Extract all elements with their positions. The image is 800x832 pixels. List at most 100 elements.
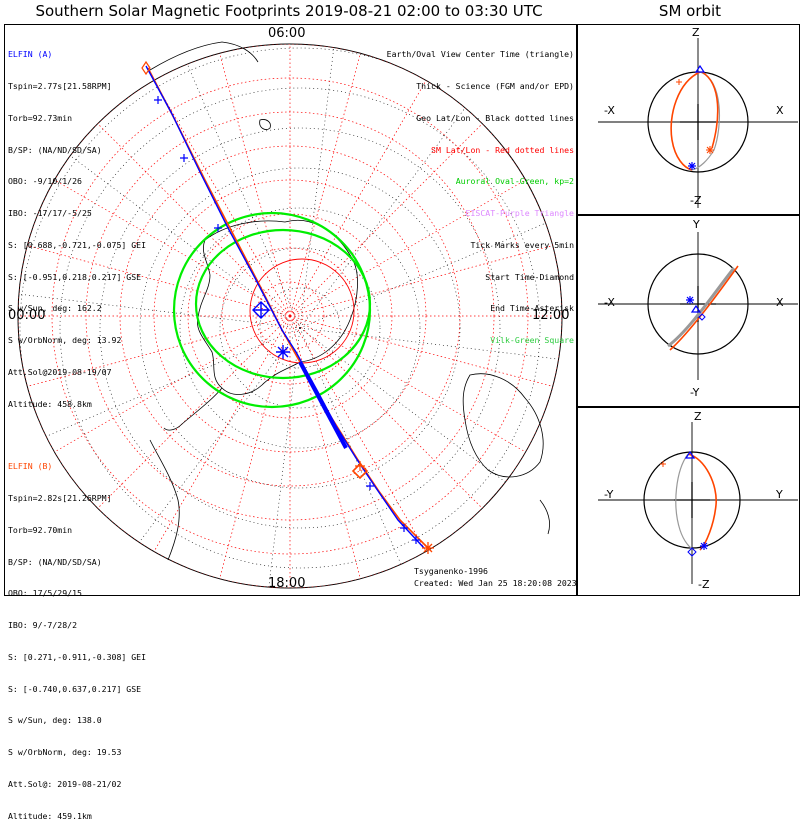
elfin-a-line: S: [0.688,-0.721,-0.075] GEI (8, 239, 147, 250)
panel3-up-label: Z (694, 410, 702, 423)
grid-circle (179, 207, 421, 449)
elfin-orbit-gray (667, 267, 736, 348)
panel1-up-label: Z (692, 26, 700, 39)
grid-circle (259, 287, 341, 369)
footprint-map-frame (4, 24, 577, 596)
panel1-right-label: X (776, 104, 784, 117)
grid-circle (139, 167, 461, 489)
elfin-b-name: ELFIN (B) (8, 461, 53, 472)
view-center-triangle (694, 64, 706, 73)
elfin-b-line: S: [0.271,-0.911,-0.308] GEI (8, 651, 147, 662)
grid-spoke (289, 123, 483, 317)
grid-spoke (95, 327, 301, 588)
end-asterisk (276, 345, 290, 359)
grid-spoke (299, 44, 341, 329)
grid-circle (119, 145, 461, 487)
peninsula-coastline (163, 387, 223, 431)
grid-spoke (299, 327, 562, 533)
legend-item: Tick Marks every 5min (470, 239, 574, 250)
panel3-right-label: Y (776, 488, 783, 501)
geo-grid (18, 44, 562, 588)
elfin-a-line: Tspin=2.77s[21.58RPM] (8, 80, 112, 91)
sm-panel-1-plot (598, 38, 798, 208)
elfin-a-line: S w/Sun, deg: 162.2 (8, 303, 102, 314)
elfin-b-line: S w/Sun, deg: 138.0 (8, 715, 102, 726)
elfin-b-line: IBO: 9/-7/28/2 (8, 620, 78, 631)
view-center-triangle (690, 304, 702, 313)
start-diamond (252, 301, 270, 319)
elfin-b-start-diamond (351, 462, 369, 480)
grid-spoke (97, 315, 291, 509)
grid-spoke (153, 315, 291, 552)
grid-spoke (259, 327, 301, 588)
grid-circle (99, 127, 501, 529)
end-asterisk-icon (688, 162, 696, 170)
grid-spoke (27, 123, 301, 329)
auroral-oval-inner (194, 228, 372, 380)
africa-coastline (149, 41, 259, 71)
elfin-b-orbit (687, 453, 717, 551)
lt-label-right: 12:00 (532, 308, 570, 323)
grid-circle (255, 281, 325, 351)
legend: Earth/Oval View Center Time (triangle) T… (387, 28, 574, 356)
grid-spoke (289, 315, 526, 453)
grid-spoke (289, 315, 553, 387)
elfin-a-name: ELFIN (A) (8, 49, 53, 60)
grid-spoke (27, 245, 291, 317)
elfin-a-line: Altitude: 458.8km (8, 398, 92, 409)
elfin-b-line: OBO: 17/5/29/15 (8, 588, 82, 599)
island-coastline (259, 119, 271, 130)
grid-spoke (299, 327, 434, 588)
grid-spoke (153, 80, 291, 317)
grid-circle (51, 77, 529, 555)
elfin-a-info: ELFIN (A) Tspin=2.77s[21.58RPM] Torb=92.… (8, 28, 146, 420)
grid-spoke (289, 53, 361, 317)
legend-item: Auroral Oval-Green, kp=2 (455, 176, 574, 187)
plot-title: Southern Solar Magnetic Footprints 2019-… (35, 2, 543, 20)
grid-spoke (289, 245, 553, 317)
panel2-right-label: X (776, 296, 784, 309)
grid-spoke (299, 194, 562, 329)
created-timestamp: Created: Wed Jan 25 18:20:08 2023 (414, 578, 577, 588)
view-center-triangle (684, 450, 696, 459)
start-diamond-icon (687, 547, 697, 557)
elfin-b-line: Altitude: 459.1km (8, 810, 92, 821)
grid-spoke (299, 55, 505, 329)
lt-label-top: 06:00 (268, 26, 306, 41)
new-zealand-coastline (539, 499, 550, 535)
elfin-b-start-cross (355, 461, 365, 471)
elfin-a-line: Torb=92.73min (8, 112, 73, 123)
grid-spoke (219, 315, 291, 579)
sm-panel-2-plot (598, 232, 798, 380)
center-cross (680, 104, 716, 140)
legend-item: Thick - Science (FGM and/or EPD) (416, 80, 574, 91)
elfin-a-line: B/SP: (NA/ND/SD/SA) (8, 144, 102, 155)
elfin-b-orbit (670, 71, 701, 171)
sm-panel-3-plot (598, 422, 798, 584)
panel2-down-label: -Y (690, 386, 700, 399)
grid-circle (59, 87, 541, 569)
elfin-b-start-icon (676, 79, 682, 85)
australia-coastline (462, 373, 544, 478)
sm-orbit-title: SM orbit (658, 2, 722, 20)
legend-item: End Time-Asterisk (490, 303, 574, 314)
elfin-b-line: Torb=92.70min (8, 524, 73, 535)
grid-spoke (289, 179, 526, 317)
grid-spoke (289, 315, 361, 579)
panel2-left-label: -X (604, 296, 615, 309)
elfin-a-tick-marks (154, 96, 420, 544)
elfin-b-line: B/SP: (NA/ND/SD/SA) (8, 556, 102, 567)
grid-spoke (54, 315, 291, 453)
elfin-a-line: Att.Sol@2019-08-19/07 (8, 367, 112, 377)
panel1-left-label: -X (604, 104, 615, 117)
grid-circle (187, 213, 393, 419)
grid-spoke (289, 315, 483, 509)
science-segment (298, 361, 348, 449)
grid-spoke (18, 327, 301, 462)
legend-item: Start Time-Diamond (485, 271, 574, 282)
grid-spoke (166, 44, 301, 329)
start-diamond-icon (698, 313, 706, 321)
elfin-a-line: OBO: -9/10/1/26 (8, 176, 82, 187)
elfin-a-line: IBO: -17/17/-5/25 (8, 208, 92, 219)
grid-spoke (18, 287, 301, 329)
